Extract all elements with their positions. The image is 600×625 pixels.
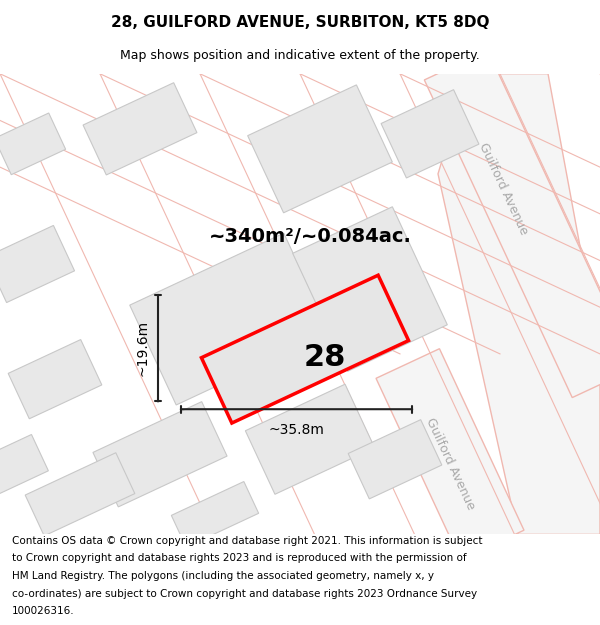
Polygon shape <box>93 402 227 507</box>
Polygon shape <box>424 51 600 398</box>
Polygon shape <box>381 89 479 178</box>
Polygon shape <box>83 82 197 175</box>
Polygon shape <box>0 434 49 494</box>
Text: 100026316.: 100026316. <box>12 606 74 616</box>
Text: Map shows position and indicative extent of the property.: Map shows position and indicative extent… <box>120 49 480 62</box>
Polygon shape <box>172 481 259 547</box>
Text: ~340m²/~0.084ac.: ~340m²/~0.084ac. <box>209 228 412 246</box>
Text: HM Land Registry. The polygons (including the associated geometry, namely x, y: HM Land Registry. The polygons (includin… <box>12 571 434 581</box>
Polygon shape <box>245 384 374 494</box>
Polygon shape <box>438 74 600 534</box>
Polygon shape <box>25 452 135 536</box>
Polygon shape <box>348 419 442 499</box>
Text: 28, GUILFORD AVENUE, SURBITON, KT5 8DQ: 28, GUILFORD AVENUE, SURBITON, KT5 8DQ <box>111 14 489 29</box>
Text: Guilford Avenue: Guilford Avenue <box>423 416 477 512</box>
Text: Contains OS data © Crown copyright and database right 2021. This information is : Contains OS data © Crown copyright and d… <box>12 536 482 546</box>
Text: 28: 28 <box>304 342 346 372</box>
Text: ~19.6m: ~19.6m <box>136 320 150 376</box>
Polygon shape <box>8 339 102 419</box>
Polygon shape <box>0 226 74 302</box>
Text: co-ordinates) are subject to Crown copyright and database rights 2023 Ordnance S: co-ordinates) are subject to Crown copyr… <box>12 589 477 599</box>
Polygon shape <box>202 275 409 423</box>
Polygon shape <box>0 113 65 175</box>
Polygon shape <box>293 207 448 371</box>
Polygon shape <box>248 85 392 213</box>
Polygon shape <box>130 233 330 405</box>
Polygon shape <box>376 349 524 560</box>
Text: to Crown copyright and database rights 2023 and is reproduced with the permissio: to Crown copyright and database rights 2… <box>12 553 467 563</box>
Text: ~35.8m: ~35.8m <box>269 423 325 438</box>
Text: Guilford Avenue: Guilford Avenue <box>476 141 530 237</box>
